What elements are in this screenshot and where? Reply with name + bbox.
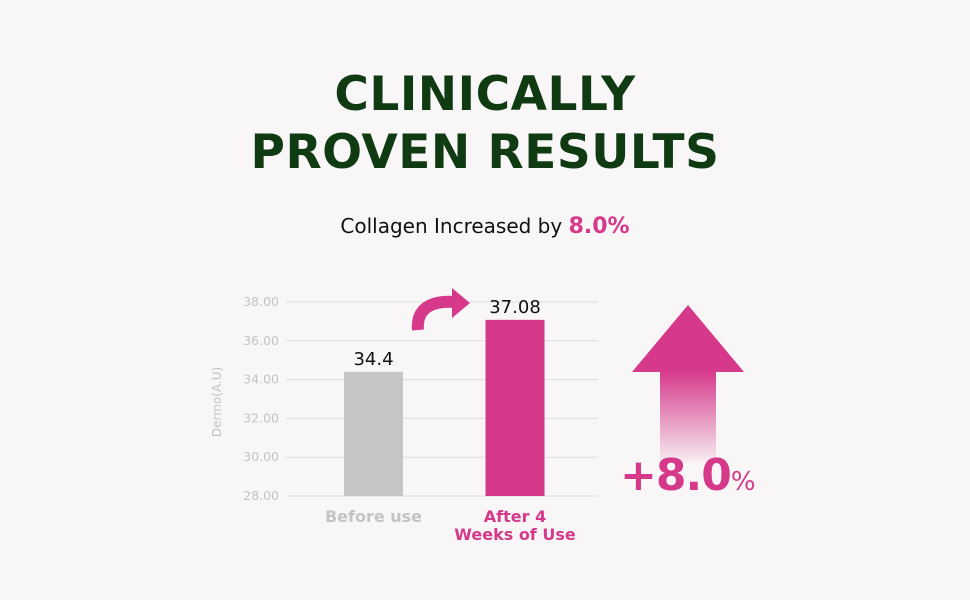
y-tick-label: 30.00: [243, 449, 279, 464]
category-label: Weeks of Use: [454, 525, 576, 544]
increase-badge: +8.0%: [620, 450, 756, 501]
bar: [344, 371, 403, 496]
y-tick-label: 38.00: [243, 294, 279, 309]
category-label: After 4: [484, 507, 546, 526]
subtitle: Collagen Increased by 8.0%: [0, 214, 970, 239]
data-labels: 34.4 37.08: [353, 297, 540, 370]
data-label: 34.4: [353, 349, 393, 370]
subtitle-value: 8.0%: [568, 214, 630, 239]
percent-sign: %: [730, 467, 756, 497]
y-tick-label: 28.00: [243, 488, 279, 503]
page-title: CLINICALLY PROVEN RESULTS: [0, 66, 970, 182]
category-label: Before use: [325, 507, 422, 526]
up-arrow-icon: [632, 305, 744, 462]
subtitle-text: Collagen Increased by: [340, 214, 563, 238]
y-tick-label: 36.00: [243, 333, 279, 348]
title-line-1: CLINICALLY: [334, 67, 636, 122]
y-tick-labels: 28.00 30.00 32.00 34.00 36.00 38.00: [243, 294, 279, 503]
bar: [485, 319, 545, 496]
bars: [344, 319, 545, 496]
title-line-2: PROVEN RESULTS: [250, 125, 720, 180]
y-tick-label: 32.00: [243, 410, 279, 425]
y-tick-label: 34.00: [243, 372, 279, 387]
curved-arrow-icon: [411, 288, 470, 331]
grid-lines: [286, 301, 598, 497]
increase-value: +8.0: [620, 450, 732, 501]
y-axis-label: Dermo(A.U): [210, 367, 224, 437]
data-label: 37.08: [489, 297, 541, 318]
